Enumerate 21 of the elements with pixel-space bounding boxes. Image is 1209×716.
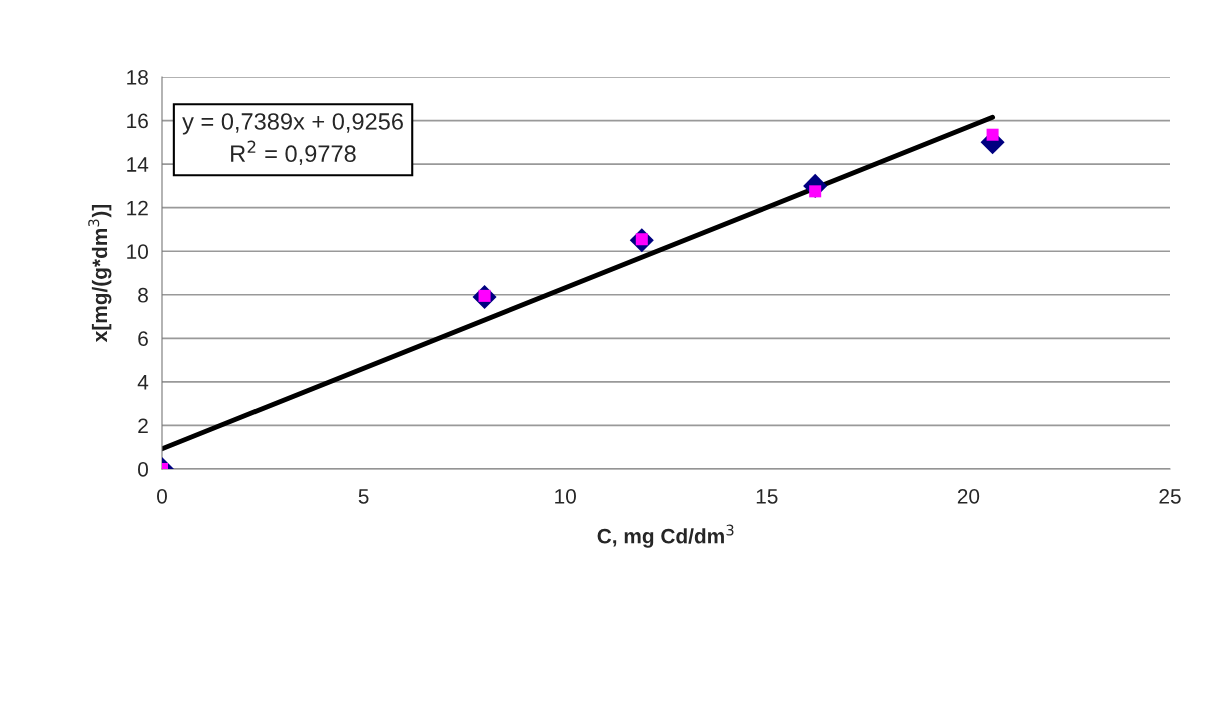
x-tick-label: 10 (555, 488, 576, 504)
y-tick-label: 8 (138, 287, 148, 303)
annotation: R$^{2}$ = 0,9778 (231, 140, 356, 165)
y-tick-label: 12 (127, 200, 148, 216)
y-tick-label: 10 (127, 244, 148, 259)
y-tick-label: 18 (127, 70, 148, 85)
y-tick-label: 6 (138, 331, 148, 347)
x-tick-label: 5 (358, 489, 369, 504)
x-axis-title: C, mg Cd/dm$^{3}$ (597, 524, 734, 548)
y-tick-label: 2 (138, 418, 148, 433)
x-tick-label: 15 (756, 489, 778, 504)
y-axis-title: x[mg/(g*dm$^{3}$)] (88, 204, 112, 343)
x-tick-label: 25 (1159, 488, 1181, 504)
y-tick-label: 4 (137, 375, 149, 390)
y-tick-label: 16 (127, 113, 148, 129)
x-tick-label: 0 (157, 488, 167, 504)
annotation: y = 0,7389x + 0,9256 (182, 113, 403, 135)
point (986, 128, 999, 141)
y-tick-label: 14 (127, 157, 149, 172)
y-tick-label: 0 (138, 462, 148, 477)
x-tick-label: 20 (957, 488, 980, 504)
